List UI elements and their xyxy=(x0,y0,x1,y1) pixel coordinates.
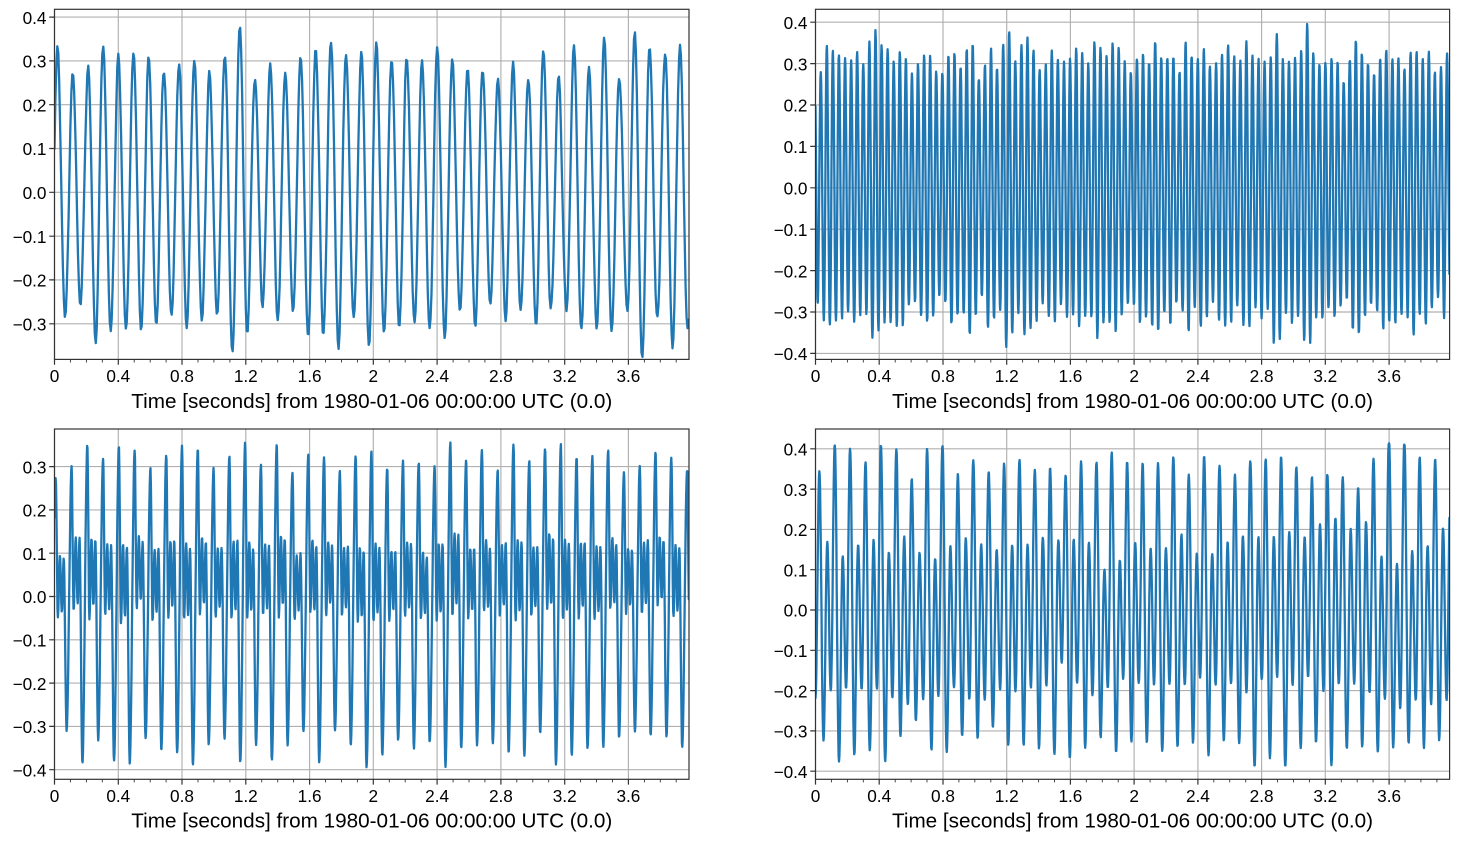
svg-text:0.3: 0.3 xyxy=(23,52,47,72)
svg-text:−0.3: −0.3 xyxy=(13,717,47,737)
svg-text:0.2: 0.2 xyxy=(784,520,808,540)
svg-text:0.1: 0.1 xyxy=(23,139,47,159)
svg-text:2.4: 2.4 xyxy=(1186,786,1210,806)
svg-text:0.0: 0.0 xyxy=(784,179,808,199)
svg-text:−0.4: −0.4 xyxy=(13,760,47,780)
svg-text:1.2: 1.2 xyxy=(995,786,1019,806)
svg-text:0.0: 0.0 xyxy=(23,587,47,607)
svg-text:0.4: 0.4 xyxy=(106,366,130,386)
svg-text:0.1: 0.1 xyxy=(784,137,808,157)
svg-text:3.2: 3.2 xyxy=(1313,366,1337,386)
svg-text:3.6: 3.6 xyxy=(616,366,640,386)
svg-text:−0.4: −0.4 xyxy=(774,344,808,364)
svg-text:0.8: 0.8 xyxy=(170,366,194,386)
svg-text:1.2: 1.2 xyxy=(995,366,1019,386)
svg-text:3.2: 3.2 xyxy=(553,786,577,806)
svg-text:1.6: 1.6 xyxy=(1058,786,1082,806)
svg-text:0: 0 xyxy=(50,366,60,386)
svg-text:−0.1: −0.1 xyxy=(13,227,47,247)
svg-text:0.0: 0.0 xyxy=(784,601,808,621)
svg-text:3.2: 3.2 xyxy=(1313,786,1337,806)
svg-text:3.6: 3.6 xyxy=(616,786,640,806)
svg-text:0: 0 xyxy=(811,786,821,806)
svg-text:2.8: 2.8 xyxy=(489,366,513,386)
svg-text:2.4: 2.4 xyxy=(1186,366,1210,386)
svg-text:2: 2 xyxy=(369,786,379,806)
svg-text:1.6: 1.6 xyxy=(1058,366,1082,386)
svg-text:0.2: 0.2 xyxy=(23,501,47,521)
svg-text:0.0: 0.0 xyxy=(23,183,47,203)
svg-text:1.6: 1.6 xyxy=(298,366,322,386)
svg-text:−0.3: −0.3 xyxy=(774,303,808,323)
svg-text:−0.3: −0.3 xyxy=(774,722,808,742)
svg-text:0.3: 0.3 xyxy=(784,54,808,74)
svg-text:−0.2: −0.2 xyxy=(13,674,47,694)
svg-text:0.1: 0.1 xyxy=(784,560,808,580)
svg-text:2: 2 xyxy=(369,366,379,386)
svg-text:2.8: 2.8 xyxy=(1250,366,1274,386)
svg-text:3.6: 3.6 xyxy=(1377,786,1401,806)
svg-text:0.2: 0.2 xyxy=(23,95,47,115)
svg-text:0.4: 0.4 xyxy=(784,13,808,33)
svg-text:3.6: 3.6 xyxy=(1377,366,1401,386)
svg-text:3.2: 3.2 xyxy=(553,366,577,386)
svg-text:−0.1: −0.1 xyxy=(774,220,808,240)
svg-text:0: 0 xyxy=(811,366,821,386)
svg-text:1.6: 1.6 xyxy=(298,786,322,806)
svg-text:Time [seconds] from 1980-01-06: Time [seconds] from 1980-01-06 00:00:00 … xyxy=(131,390,612,413)
svg-text:0.4: 0.4 xyxy=(784,440,808,460)
svg-text:2.4: 2.4 xyxy=(425,366,449,386)
svg-text:−0.1: −0.1 xyxy=(13,631,47,651)
svg-text:−0.4: −0.4 xyxy=(774,762,808,782)
svg-text:−0.2: −0.2 xyxy=(13,271,47,291)
svg-text:−0.1: −0.1 xyxy=(774,641,808,661)
svg-text:0.8: 0.8 xyxy=(170,786,194,806)
svg-text:0: 0 xyxy=(50,786,60,806)
svg-text:0.4: 0.4 xyxy=(23,8,47,28)
svg-text:2: 2 xyxy=(1129,366,1139,386)
svg-text:2.8: 2.8 xyxy=(489,786,513,806)
svg-text:0.4: 0.4 xyxy=(106,786,130,806)
svg-text:−0.2: −0.2 xyxy=(774,261,808,281)
svg-text:2.4: 2.4 xyxy=(425,786,449,806)
svg-text:0.1: 0.1 xyxy=(23,544,47,564)
svg-text:2: 2 xyxy=(1129,786,1139,806)
svg-text:0.3: 0.3 xyxy=(784,480,808,500)
svg-text:0.2: 0.2 xyxy=(784,96,808,116)
svg-text:0.4: 0.4 xyxy=(867,786,891,806)
svg-text:0.8: 0.8 xyxy=(931,366,955,386)
svg-text:−0.2: −0.2 xyxy=(774,681,808,701)
svg-text:0.8: 0.8 xyxy=(931,786,955,806)
svg-text:1.2: 1.2 xyxy=(234,786,258,806)
svg-text:2.8: 2.8 xyxy=(1250,786,1274,806)
svg-text:Time [seconds] from 1980-01-06: Time [seconds] from 1980-01-06 00:00:00 … xyxy=(131,810,612,833)
svg-text:Time [seconds] from 1980-01-06: Time [seconds] from 1980-01-06 00:00:00 … xyxy=(892,810,1373,833)
svg-text:Time [seconds] from 1980-01-06: Time [seconds] from 1980-01-06 00:00:00 … xyxy=(892,390,1373,413)
svg-text:0.3: 0.3 xyxy=(23,457,47,477)
svg-text:−0.3: −0.3 xyxy=(13,314,47,334)
svg-text:1.2: 1.2 xyxy=(234,366,258,386)
svg-text:0.4: 0.4 xyxy=(867,366,891,386)
